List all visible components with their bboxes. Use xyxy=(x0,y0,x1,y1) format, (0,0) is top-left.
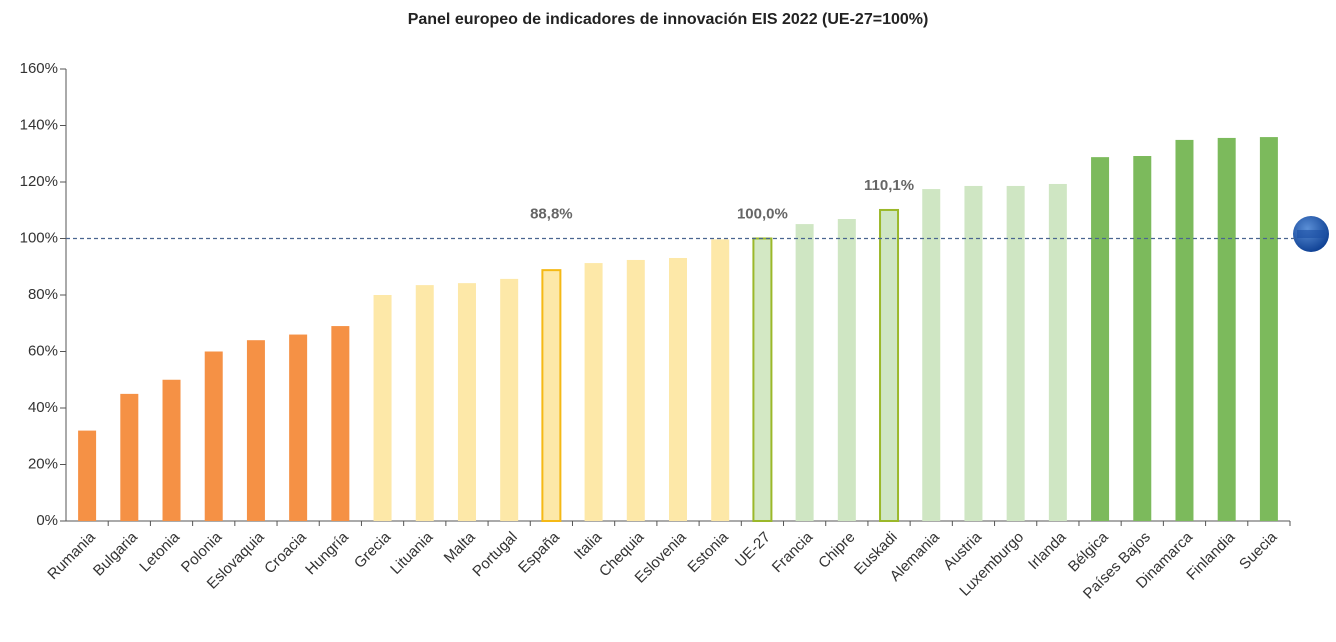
x-tick-label: UE-27 xyxy=(732,529,774,571)
x-tick-label: Italia xyxy=(571,528,606,563)
bar xyxy=(1091,157,1110,521)
value-label: 88,8% xyxy=(530,205,573,222)
bar xyxy=(204,351,223,521)
y-tick-label: 80% xyxy=(28,286,58,303)
bar xyxy=(669,257,687,521)
x-tick-label: Hungría xyxy=(302,528,352,578)
bar xyxy=(120,393,139,521)
bar xyxy=(879,208,900,522)
x-tick-label: Suecia xyxy=(1236,528,1281,573)
bar xyxy=(1006,185,1025,521)
x-tick-label: Croacia xyxy=(261,528,310,577)
y-tick-label: 100% xyxy=(20,229,58,246)
chart-title: Panel europeo de indicadores de innovaci… xyxy=(408,11,929,28)
bar xyxy=(541,269,562,523)
y-tick-label: 40% xyxy=(28,399,58,416)
bar xyxy=(415,285,434,521)
x-tick-label: Bulgaria xyxy=(90,528,141,579)
x-tick-label: Portugal xyxy=(469,529,521,581)
x-tick-label: Malta xyxy=(441,528,479,566)
x-tick-label: Letonia xyxy=(136,528,183,575)
x-tick-label: Estonia xyxy=(684,528,732,576)
y-tick-label: 160% xyxy=(20,60,58,77)
bar xyxy=(331,326,350,521)
y-tick-label: 60% xyxy=(28,342,58,359)
bar xyxy=(964,185,983,521)
x-tick-label: Francia xyxy=(769,528,817,576)
bar xyxy=(584,263,603,521)
x-tick-label: Irlanda xyxy=(1025,528,1070,573)
x-tick-label: España xyxy=(515,528,563,576)
bar xyxy=(1175,139,1194,521)
bar xyxy=(626,259,645,521)
bar xyxy=(1259,137,1278,521)
x-tick-label: Lituania xyxy=(387,528,437,578)
y-tick-label: 120% xyxy=(20,173,58,190)
bar xyxy=(795,224,814,521)
eu-flag-band xyxy=(1297,230,1325,238)
bar xyxy=(711,239,730,521)
y-tick-label: 140% xyxy=(20,116,58,133)
bar xyxy=(752,237,773,522)
bar xyxy=(1133,156,1152,521)
bar xyxy=(837,219,856,521)
bar xyxy=(78,430,97,521)
value-label: 110,1% xyxy=(864,177,914,194)
bar xyxy=(500,278,519,521)
bar xyxy=(457,283,476,521)
bar xyxy=(1217,137,1236,521)
x-tick-label: Rumania xyxy=(44,528,99,583)
bar xyxy=(246,340,265,521)
bar xyxy=(289,334,308,521)
value-label: 100,0% xyxy=(737,205,788,222)
bar xyxy=(1048,183,1067,522)
bar xyxy=(922,189,941,521)
bar xyxy=(373,295,392,521)
y-tick-label: 20% xyxy=(28,455,58,472)
y-tick-label: 0% xyxy=(36,512,58,529)
bar xyxy=(162,379,181,521)
